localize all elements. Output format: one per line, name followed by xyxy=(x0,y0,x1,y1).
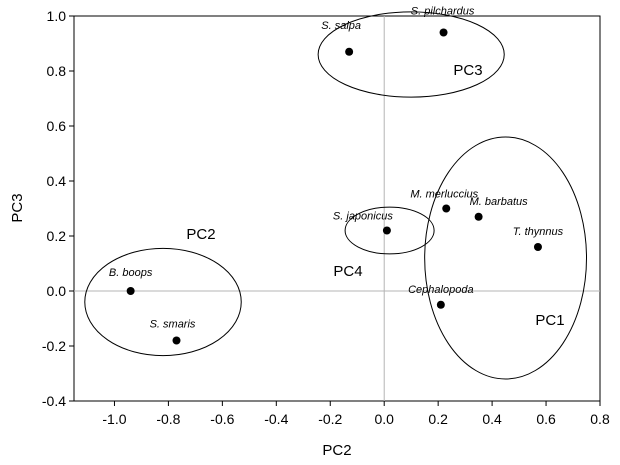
data-point xyxy=(126,287,135,295)
y-tick-label: -0.4 xyxy=(42,393,66,409)
group-label-pc1: PC1 xyxy=(535,312,564,329)
point-label: S. salpa xyxy=(321,20,361,32)
group-ellipses xyxy=(84,11,588,380)
x-tick-label: 0.6 xyxy=(536,411,556,427)
data-point xyxy=(442,204,451,213)
x-tick-label: -0.4 xyxy=(264,411,288,427)
data-point xyxy=(345,47,354,56)
point-label: M. merluccius xyxy=(410,189,478,201)
data-point xyxy=(439,28,448,37)
point-label: T. thynnus xyxy=(513,226,564,238)
data-point xyxy=(172,336,181,345)
y-axis-title: PC3 xyxy=(9,193,26,222)
data-points xyxy=(126,28,542,345)
group-label-pc2: PC2 xyxy=(186,226,215,243)
x-tick-label: -0.2 xyxy=(318,411,342,427)
x-tick-label: 0.8 xyxy=(590,411,610,427)
data-point xyxy=(533,243,542,251)
point-label: Cephalopoda xyxy=(408,284,473,296)
x-axis-ticks: -1.0 -0.8 -0.6 -0.4 -0.2 0.0 0.2 0.4 0.6 0.8 xyxy=(102,401,610,427)
x-axis-title: PC2 xyxy=(322,442,351,459)
y-tick-label: 0.2 xyxy=(47,228,67,244)
group-ellipse-pc3 xyxy=(317,11,505,98)
data-point xyxy=(436,300,445,309)
point-label: B. boops xyxy=(109,267,153,279)
y-tick-label: 0.6 xyxy=(47,118,67,134)
point-label: S. smaris xyxy=(150,319,196,331)
group-ellipse-pc1 xyxy=(424,136,588,380)
point-label: S. japonicus xyxy=(333,211,393,223)
data-point xyxy=(382,226,391,235)
x-tick-label: 0.0 xyxy=(374,411,394,427)
y-axis-ticks: 1.0 0.8 0.6 0.4 0.2 0.0 -0.2 -0.4 xyxy=(42,8,74,409)
y-tick-label: 0.4 xyxy=(47,173,67,189)
group-ellipse-pc4 xyxy=(344,206,435,255)
group-label-pc3: PC3 xyxy=(453,62,482,79)
zero-lines xyxy=(74,16,600,401)
group-ellipse-pc2 xyxy=(84,247,242,357)
x-tick-label: 0.2 xyxy=(428,411,448,427)
point-label: M. barbatus xyxy=(470,196,529,208)
y-tick-label: -0.2 xyxy=(42,338,66,354)
point-labels: S. pilchardus S. salpa S. japonicus M. merl… xyxy=(109,6,564,331)
x-tick-label: -1.0 xyxy=(102,411,126,427)
y-tick-label: 1.0 xyxy=(47,8,67,24)
plot-border xyxy=(73,15,601,402)
group-labels: PC3 PC1 PC2 PC4 xyxy=(186,62,564,329)
y-tick-label: 0.0 xyxy=(47,283,67,299)
y-tick-label: 0.8 xyxy=(47,63,67,79)
point-label: S. pilchardus xyxy=(411,6,475,18)
plot-frame xyxy=(73,15,601,402)
x-tick-label: -0.6 xyxy=(210,411,234,427)
data-point xyxy=(474,212,483,221)
x-tick-label: 0.4 xyxy=(482,411,502,427)
x-tick-label: -0.8 xyxy=(156,411,180,427)
group-label-pc4: PC4 xyxy=(333,263,362,280)
